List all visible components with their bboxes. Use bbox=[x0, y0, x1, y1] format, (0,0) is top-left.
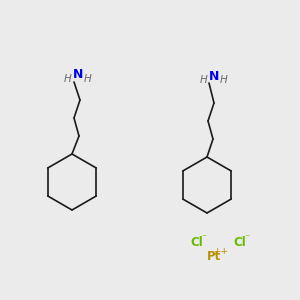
Text: ⁻: ⁻ bbox=[244, 233, 250, 243]
Text: ⁻: ⁻ bbox=[201, 233, 207, 243]
Text: H: H bbox=[220, 75, 228, 85]
Text: Pt: Pt bbox=[207, 250, 221, 263]
Text: Cl: Cl bbox=[233, 236, 246, 248]
Text: H: H bbox=[200, 75, 208, 85]
Text: Cl: Cl bbox=[190, 236, 203, 248]
Text: N: N bbox=[209, 70, 219, 83]
Text: N: N bbox=[73, 68, 83, 82]
Text: H: H bbox=[84, 74, 92, 84]
Text: H: H bbox=[64, 74, 72, 84]
Text: ++: ++ bbox=[214, 248, 229, 256]
